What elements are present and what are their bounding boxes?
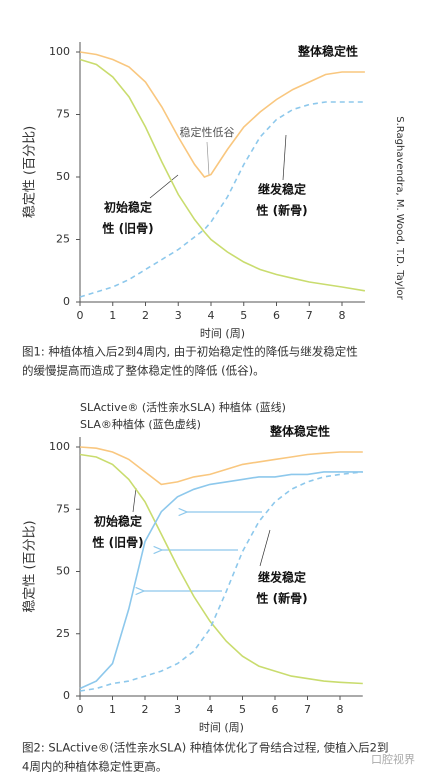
- x-tick-label: 7: [304, 703, 311, 716]
- series-label: 性 (新骨): [255, 591, 307, 606]
- caption: 的缓慢提高而造成了整体稳定性的降低 (低谷)。: [22, 364, 265, 378]
- y-tick-label: 0: [63, 689, 70, 702]
- y-tick-label: 0: [63, 295, 70, 308]
- leader: [259, 529, 271, 567]
- line-series: [79, 51, 365, 178]
- y-tick-label: 50: [56, 170, 70, 183]
- caption: 图1: 种植体植入后2到4周内, 由于初始稳定性的降低与继发稳定性: [22, 345, 358, 359]
- y-tick-label: 25: [56, 627, 70, 640]
- y-tick-label: 25: [56, 233, 70, 246]
- y-tick-label: 100: [49, 45, 70, 58]
- x-tick-label: 1: [109, 703, 116, 716]
- line-series: [79, 471, 363, 690]
- series-label: 整体稳定性: [297, 44, 358, 59]
- x-tick-label: 1: [109, 309, 116, 322]
- x-tick-label: 8: [337, 703, 344, 716]
- line-series: [79, 453, 363, 685]
- leader: [206, 141, 210, 176]
- leader: [282, 134, 287, 181]
- x-tick-label: 7: [306, 309, 313, 322]
- subtitle: SLActive® (活性亲水SLA) 种植体 (蓝线): [80, 400, 286, 414]
- line-series: [79, 471, 363, 692]
- watermark: 口腔视界: [371, 752, 415, 766]
- leader: [132, 487, 137, 513]
- x-tick-label: 4: [207, 703, 214, 716]
- y-axis-label: 稳定性 (百分比): [22, 520, 38, 612]
- y-axis-label: 稳定性 (百分比): [22, 126, 38, 218]
- line-series: [79, 58, 366, 292]
- x-tick-label: 2: [142, 703, 149, 716]
- series-label: 继发稳定: [258, 570, 306, 585]
- series-label: 初始稳定: [94, 514, 142, 529]
- series-label: 性 (旧骨): [101, 221, 153, 236]
- annotation: 稳定性低谷: [180, 125, 235, 139]
- x-tick-label: 6: [272, 703, 279, 716]
- x-tick-label: 0: [77, 703, 84, 716]
- leader: [149, 174, 179, 199]
- y-tick-label: 75: [56, 502, 70, 515]
- series-label: 性 (新骨): [255, 203, 307, 218]
- y-tick-label: 100: [49, 440, 70, 453]
- x-tick-label: 0: [77, 309, 84, 322]
- caption: 图2: SLActive®(活性亲水SLA) 种植体优化了骨结合过程, 使植入后…: [22, 741, 388, 755]
- series-label: 性 (旧骨): [91, 535, 143, 550]
- x-tick-label: 5: [240, 309, 247, 322]
- y-tick-label: 50: [56, 565, 70, 578]
- x-tick-label: 6: [273, 309, 280, 322]
- subtitle: SLA®种植体 (蓝色虚线): [80, 417, 201, 431]
- x-tick-label: 3: [175, 309, 182, 322]
- x-tick-label: 2: [142, 309, 149, 322]
- y-tick-label: 75: [56, 108, 70, 121]
- line-series: [79, 446, 363, 486]
- x-tick-label: 4: [208, 309, 215, 322]
- x-tick-label: 5: [239, 703, 246, 716]
- x-axis-label: 时间 (周): [200, 327, 245, 340]
- series-label: 整体稳定性: [269, 424, 330, 439]
- x-tick-label: 3: [174, 703, 181, 716]
- x-tick-label: 8: [339, 309, 346, 322]
- series-label: 初始稳定: [104, 200, 152, 215]
- x-axis-label: 时间 (周): [199, 721, 244, 734]
- source: S.Raghavendra, M. Wood, T.D. Taylor: [394, 116, 405, 300]
- series-label: 继发稳定: [258, 182, 306, 197]
- caption: 4周内的种植体稳定性更高。: [22, 760, 167, 774]
